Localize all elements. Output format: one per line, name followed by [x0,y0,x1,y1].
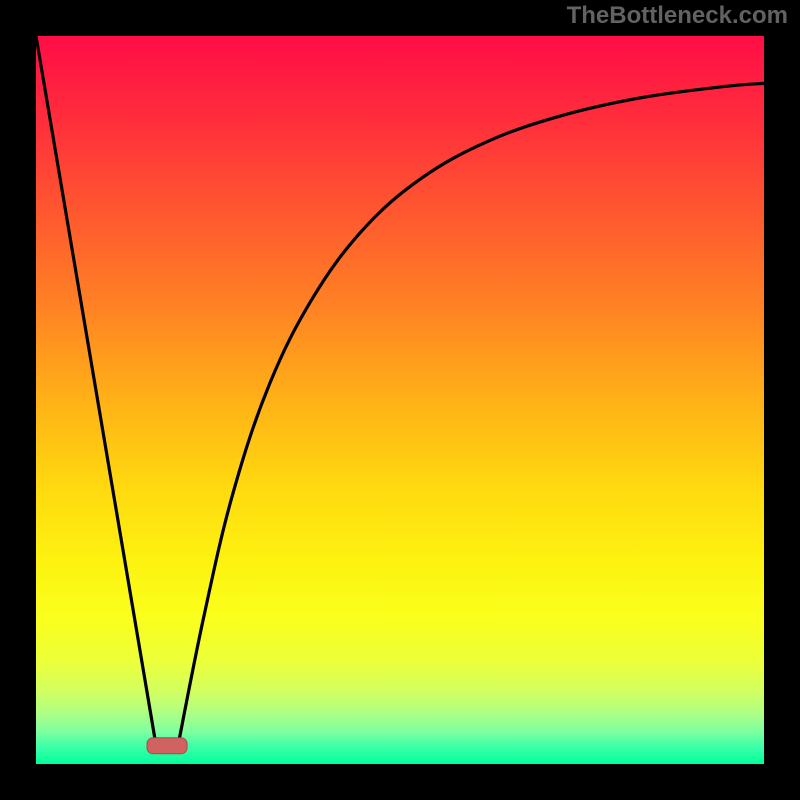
gradient-background [36,36,764,764]
bottleneck-chart [0,0,800,800]
bottleneck-marker [147,738,187,754]
chart-container: TheBottleneck.com [0,0,800,800]
watermark-text: TheBottleneck.com [567,2,788,30]
